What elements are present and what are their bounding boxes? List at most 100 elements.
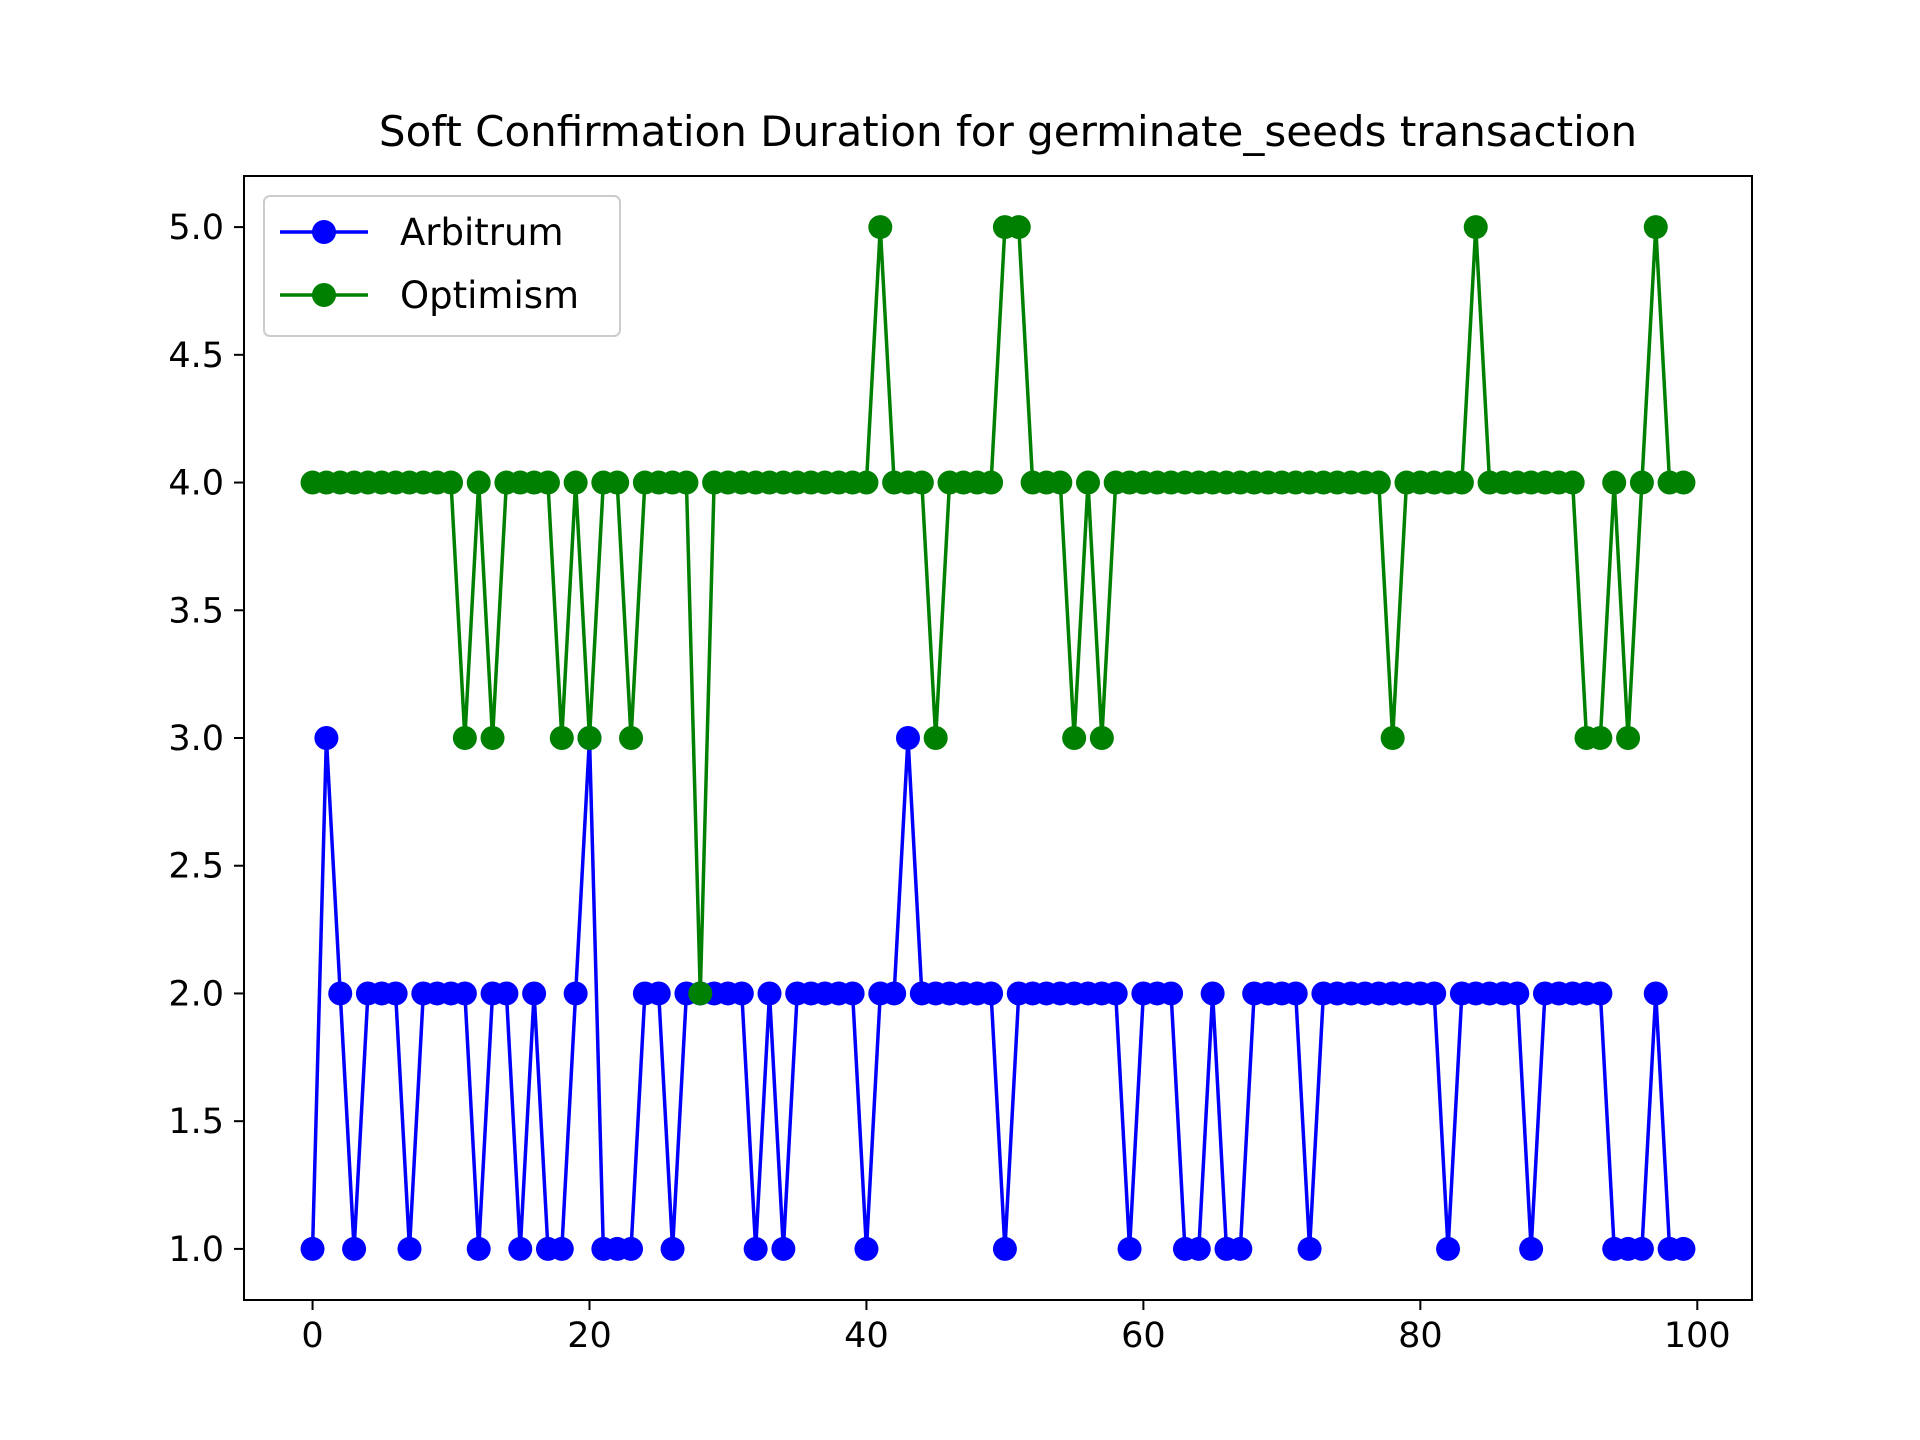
data-point	[979, 981, 1004, 1006]
data-point	[1117, 1236, 1142, 1261]
data-point	[1449, 470, 1474, 495]
axis-ticks: 0 20 40 60 80 100 1.0 1.5 2.0 2.5 3.0 3.5 4.0 4.5 5.0	[168, 208, 1730, 1356]
data-point	[1062, 726, 1087, 750]
y-tick-label: 4.0	[168, 464, 224, 504]
data-point	[535, 470, 560, 495]
data-point	[1671, 1236, 1696, 1261]
data-point	[452, 726, 477, 750]
data-point	[563, 981, 588, 1006]
data-point	[1103, 981, 1128, 1006]
data-point	[1297, 1236, 1322, 1261]
series-line	[310, 736, 1684, 1251]
data-point	[1380, 726, 1405, 750]
chart-title: Soft Confirmation Duration for germinate…	[379, 107, 1637, 156]
legend-item-optimism: Optimism	[280, 274, 579, 317]
legend: Arbitrum Optimism	[263, 195, 621, 337]
data-point	[895, 726, 920, 750]
data-point	[979, 470, 1004, 495]
data-point	[646, 981, 671, 1006]
data-point	[882, 981, 907, 1006]
legend-item-arbitrum: Arbitrum	[280, 211, 564, 254]
data-point	[452, 981, 477, 1006]
data-point	[619, 1236, 644, 1261]
data-point	[508, 1236, 533, 1261]
data-point	[397, 1236, 422, 1261]
data-point	[1560, 470, 1585, 495]
x-tick-label: 0	[301, 1316, 323, 1356]
data-point	[1422, 981, 1447, 1006]
data-point	[466, 470, 491, 495]
data-point	[549, 726, 574, 750]
data-point	[1366, 470, 1391, 495]
data-point	[1200, 981, 1225, 1006]
data-point	[1602, 470, 1627, 495]
data-point	[688, 981, 713, 1006]
y-tick-label: 3.5	[168, 591, 224, 631]
data-point	[342, 1236, 367, 1261]
data-point	[1643, 215, 1668, 240]
data-point	[729, 981, 754, 1006]
data-point	[757, 981, 782, 1006]
data-point	[619, 726, 644, 750]
data-point	[1089, 726, 1114, 750]
data-point	[923, 726, 948, 750]
data-point	[1505, 981, 1530, 1006]
data-point	[840, 981, 865, 1006]
legend-label: Optimism	[400, 274, 579, 317]
data-point	[300, 1236, 325, 1261]
data-point	[1436, 1236, 1461, 1261]
data-point	[314, 726, 339, 750]
data-point	[1186, 1236, 1211, 1261]
y-tick-label: 2.0	[168, 974, 224, 1014]
data-point	[466, 1236, 491, 1261]
series-optimism	[300, 215, 1696, 1006]
data-point	[549, 1236, 574, 1261]
x-tick-label: 100	[1664, 1316, 1731, 1356]
data-point	[1629, 1236, 1654, 1261]
data-point	[480, 726, 505, 750]
legend-marker	[312, 283, 336, 307]
data-point	[1519, 1236, 1544, 1261]
data-point	[577, 726, 602, 750]
data-point	[1076, 470, 1101, 495]
data-point	[1643, 981, 1668, 1006]
data-point	[1588, 726, 1613, 750]
data-point	[1588, 981, 1613, 1006]
data-point	[854, 1236, 879, 1261]
data-point	[605, 470, 630, 495]
legend-marker	[312, 220, 336, 244]
data-point	[660, 1236, 685, 1261]
x-tick-label: 80	[1398, 1316, 1443, 1356]
data-point	[992, 1236, 1017, 1261]
data-point	[1283, 981, 1308, 1006]
data-point	[854, 470, 879, 495]
y-tick-label: 1.5	[168, 1102, 224, 1142]
data-point	[771, 1236, 796, 1261]
data-point	[1228, 1236, 1253, 1261]
y-tick-label: 3.0	[168, 719, 224, 759]
x-tick-label: 40	[844, 1316, 889, 1356]
data-point	[674, 470, 699, 495]
data-point	[1463, 215, 1488, 240]
data-point	[1616, 726, 1641, 750]
y-tick-label: 2.5	[168, 847, 224, 887]
data-point	[743, 1236, 768, 1261]
x-tick-label: 20	[567, 1316, 612, 1356]
data-point	[383, 981, 408, 1006]
x-tick-label: 60	[1121, 1316, 1166, 1356]
data-point	[868, 215, 893, 240]
data-point	[1671, 470, 1696, 495]
data-point	[1629, 470, 1654, 495]
data-point	[1159, 981, 1184, 1006]
y-tick-label: 5.0	[168, 208, 224, 248]
y-tick-label: 4.5	[168, 336, 224, 376]
data-point	[909, 470, 934, 495]
data-point	[328, 981, 353, 1006]
series-arbitrum	[300, 726, 1696, 1261]
plot-area	[300, 215, 1696, 1261]
data-point	[1006, 215, 1031, 240]
y-tick-label: 1.0	[168, 1230, 224, 1270]
data-point	[439, 470, 464, 495]
data-point	[563, 470, 588, 495]
